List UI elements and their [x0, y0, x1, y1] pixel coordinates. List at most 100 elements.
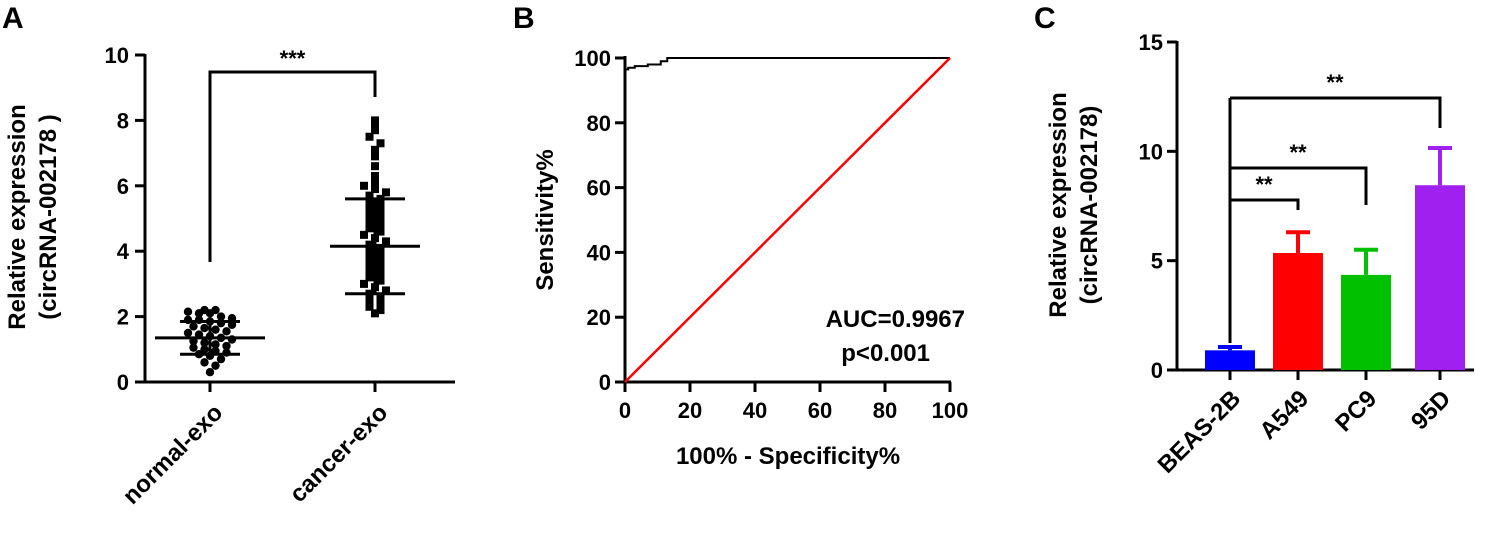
panel-label-b: B: [513, 2, 535, 35]
panel-a-point: [376, 276, 385, 285]
panel-a-y-tick-label: 6: [117, 174, 129, 199]
panel-a-point: [376, 139, 385, 148]
panel-a-y-title-line1: Relative expression: [4, 104, 31, 329]
panel-a-point: [200, 338, 209, 347]
panel-b-y-tick-label: 60: [587, 176, 611, 201]
panel-c-significance-label: **: [1255, 172, 1273, 197]
panel-c-significance-label: **: [1289, 140, 1307, 165]
panel-c-significance-label: **: [1326, 70, 1344, 95]
panel-a-point: [376, 306, 385, 315]
auc-annotation: AUC=0.9967: [826, 306, 965, 333]
panel-c-bar: [1273, 253, 1323, 370]
panel-a-point: [365, 191, 374, 200]
panel-b-y-tick-label: 0: [599, 370, 611, 395]
panel-a-point: [222, 327, 231, 336]
panel-a-point: [365, 240, 374, 249]
panel-a-point: [365, 211, 374, 220]
panel-a-point: [382, 286, 390, 295]
panel-b-x-tick-label: 40: [743, 398, 767, 423]
panel-b-x-tick-label: 60: [808, 398, 832, 423]
panel-a-point: [371, 126, 379, 135]
panel-a-point: [211, 325, 220, 334]
panel-c-y-tick-label: 5: [1151, 249, 1163, 274]
panel-a-point: [382, 188, 390, 197]
panel-a-point: [371, 185, 379, 194]
panel-c-x-tick-label: PC9: [1330, 385, 1382, 437]
panel-a-point: [216, 354, 226, 364]
panel-a-point: [194, 309, 204, 318]
panel-a-point: [376, 250, 385, 259]
panel-a-scatter: Relative expression (circRNA-002178 ) 0 2…: [4, 43, 455, 510]
panel-a-point: [365, 217, 374, 226]
panel-b-roc: Sensitivity% 100% - Specificity% AUC=0.9…: [532, 46, 968, 470]
panel-b-y-title: Sensitivity%: [532, 149, 559, 290]
panel-a-point: [376, 207, 385, 216]
panel-a-point: [205, 367, 215, 377]
panel-a-point: [365, 132, 374, 141]
panel-a-y-title-line2: (circRNA-002178 ): [35, 114, 62, 319]
panel-a-point: [376, 292, 385, 301]
panel-b-y-tick-label: 100: [574, 46, 611, 71]
panel-a-point: [371, 178, 379, 187]
panel-c-significance-bracket: [1230, 198, 1300, 210]
panel-a-point: [222, 341, 231, 351]
panel-b-x-tick-label: 80: [873, 398, 897, 423]
panel-b-x-tick-label: 100: [932, 398, 969, 423]
panel-c-y-tick-label: 15: [1139, 30, 1163, 55]
panel-a-point: [376, 243, 385, 252]
panel-a-point: [365, 302, 374, 311]
panel-a-significance-bracket: [208, 70, 377, 262]
panel-b-x-tick-label: 20: [678, 398, 702, 423]
panel-label-c: C: [1034, 2, 1056, 35]
panel-a-point: [211, 340, 220, 349]
panel-a-y-tick-label: 4: [117, 239, 130, 264]
panel-a-point: [365, 204, 374, 213]
panel-a-point: [376, 201, 385, 210]
panel-b-y-tick-label: 20: [587, 305, 611, 330]
panel-c-y-title-line1: Relative expression: [1045, 92, 1072, 317]
panel-a-point: [365, 253, 374, 262]
panel-a-point: [376, 263, 385, 272]
panel-a-point: [371, 119, 379, 128]
panel-a-point: [360, 181, 368, 190]
panel-a-y-tick-label: 0: [117, 370, 129, 395]
panel-a-point: [371, 162, 379, 171]
reference-diagonal: [624, 57, 951, 383]
panel-c-y-tick-label: 10: [1139, 139, 1163, 164]
panel-a-point: [365, 273, 374, 282]
panel-b-y-tick-label: 80: [587, 111, 611, 136]
panel-a-point: [371, 309, 379, 318]
panel-a-point: [365, 266, 374, 275]
panel-a-point: [376, 270, 385, 279]
panel-c-y-tick-label: 0: [1151, 358, 1163, 383]
panel-c-x-tick-label: 95D: [1406, 385, 1456, 435]
panel-a-point: [360, 279, 368, 288]
panel-a-point: [200, 345, 209, 354]
panel-b-x-title: 100% - Specificity%: [676, 443, 900, 470]
panel-a-point: [200, 358, 209, 367]
panel-b-y-tick-label: 40: [587, 240, 611, 265]
panel-c-significance-bracket: [1230, 166, 1368, 205]
panel-a-y-tick-label: 2: [117, 305, 129, 330]
panel-c-x-tick-label: BEAS-2B: [1153, 385, 1247, 479]
panel-c-significance-bracket: [1230, 96, 1442, 128]
panel-c-bar: [1415, 185, 1465, 370]
panel-a-point: [365, 296, 374, 305]
panel-a-point: [376, 257, 385, 266]
panel-b-x-tick-label: 0: [619, 398, 631, 423]
panel-a-point: [376, 221, 385, 230]
panel-a-point: [371, 171, 379, 180]
panel-label-a: A: [2, 2, 24, 35]
panel-a-point: [183, 328, 193, 338]
panel-a-point: [183, 307, 193, 316]
panel-a-point: [216, 312, 226, 321]
panel-a-y-tick-label: 8: [117, 108, 129, 133]
panel-a-point: [360, 230, 368, 239]
roc-curve: [624, 57, 950, 382]
panel-a-point: [200, 323, 209, 333]
panel-a-point: [382, 237, 390, 246]
panel-a-x-tick-label: cancer-exo: [285, 399, 394, 508]
panel-a-point: [365, 224, 374, 233]
panel-c-x-tick-label: A549: [1255, 385, 1315, 445]
panel-a-point: [371, 145, 379, 154]
